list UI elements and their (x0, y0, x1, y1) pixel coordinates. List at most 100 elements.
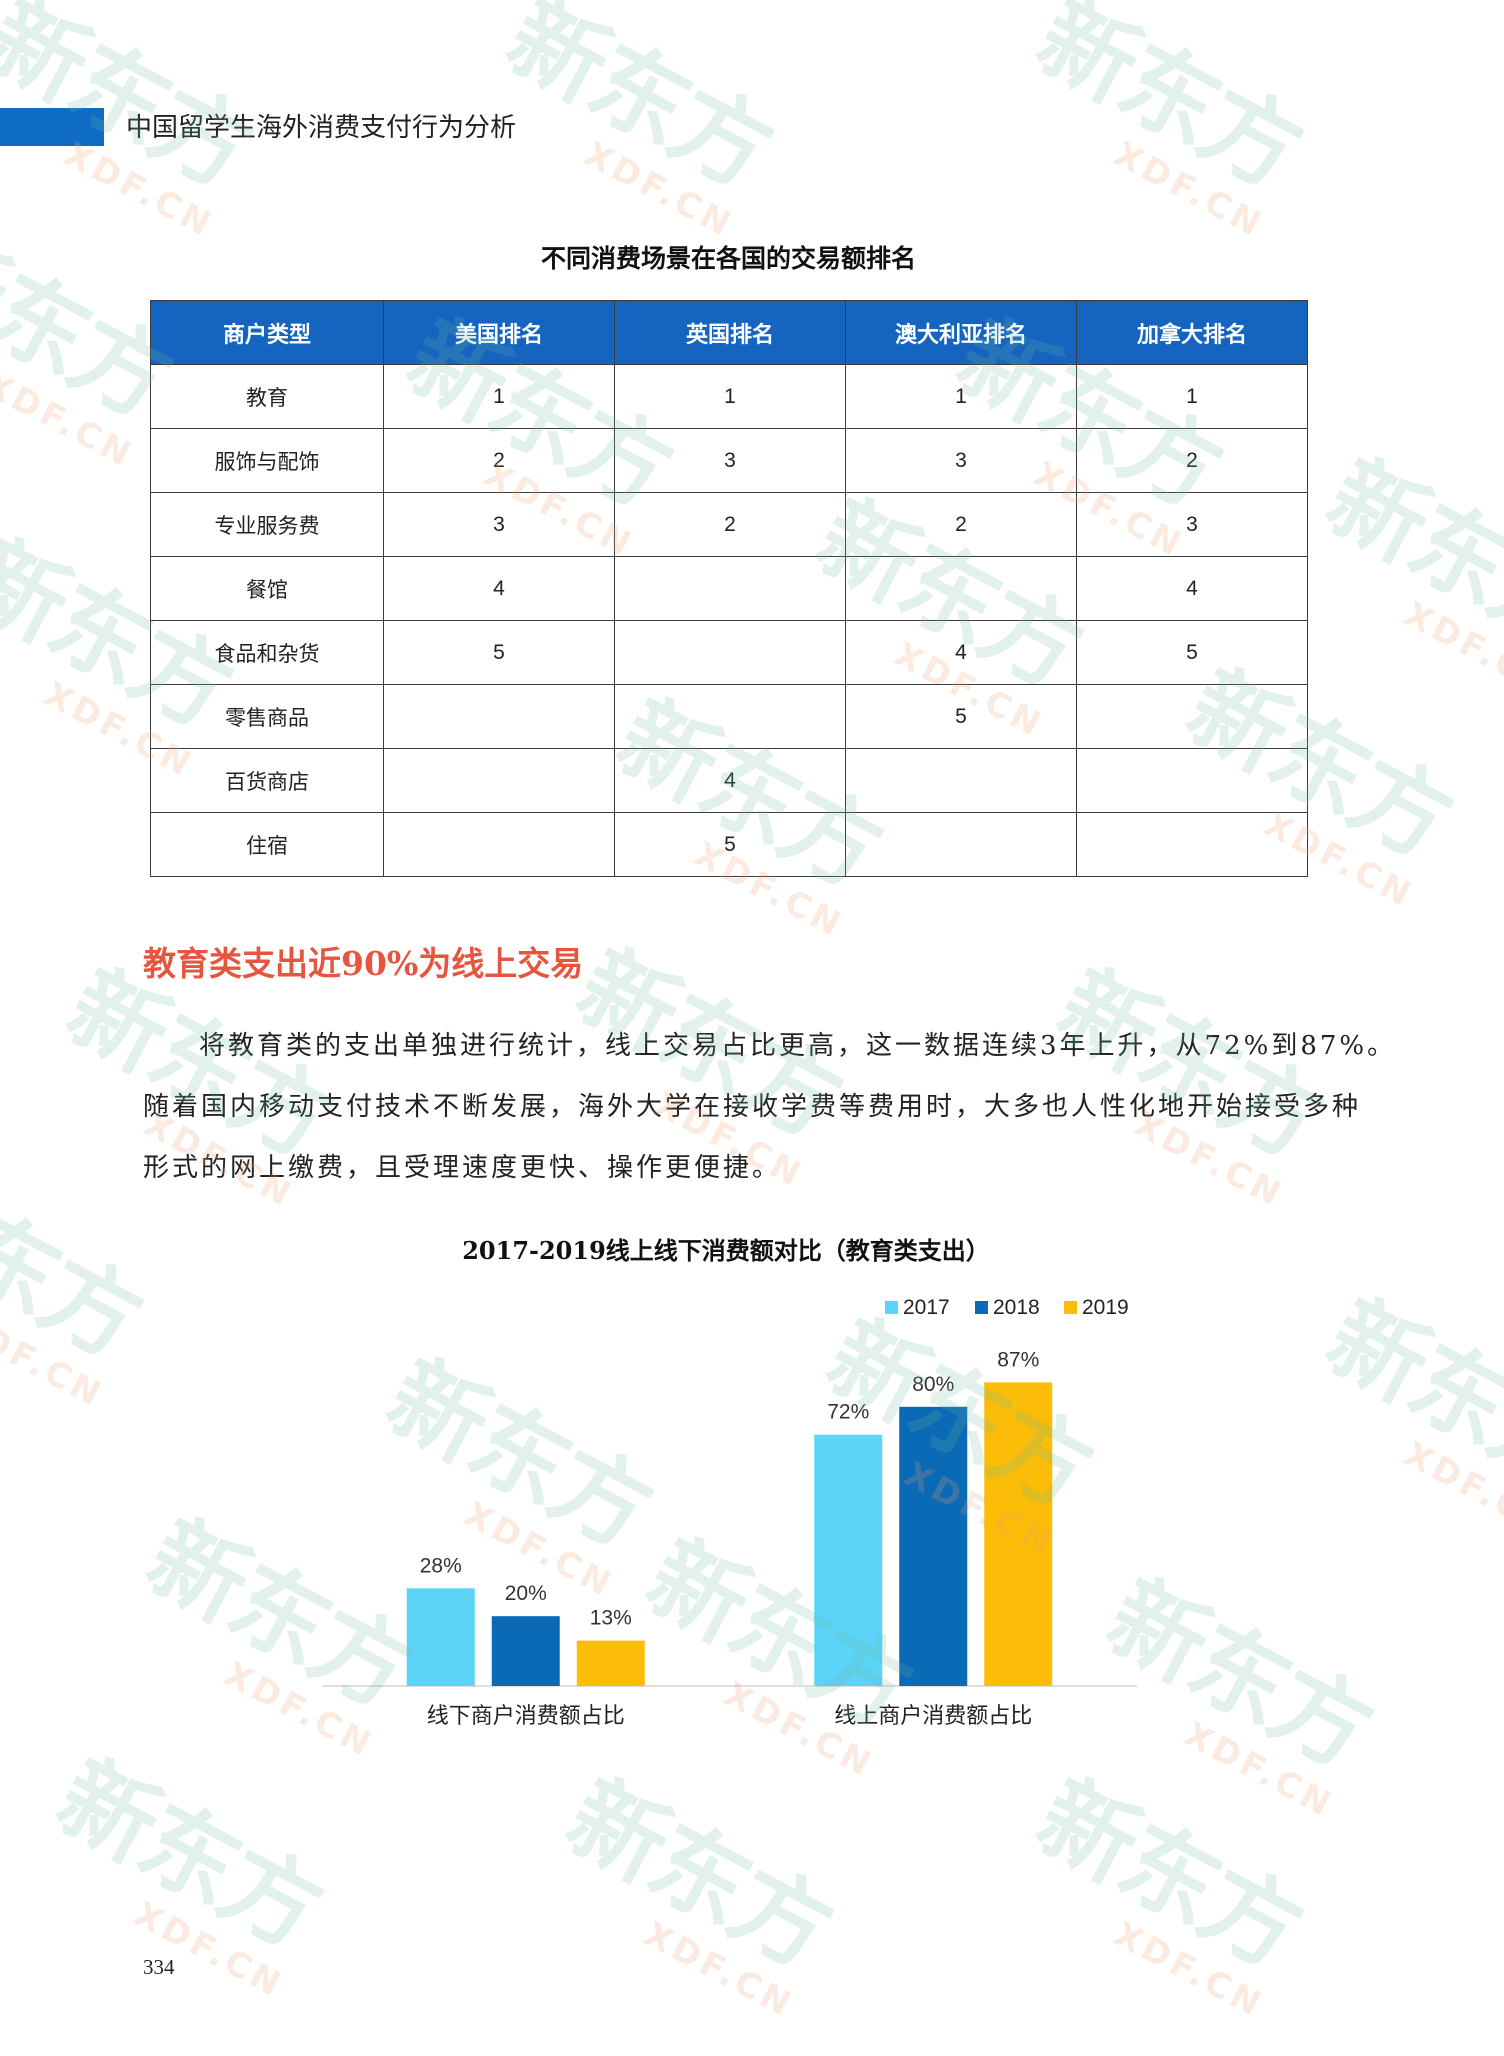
legend-label: 2019 (1082, 1296, 1129, 1319)
watermark-logo: 新东方 (1310, 439, 1504, 669)
legend-swatch (975, 1301, 988, 1314)
rank-cell: 2 (1076, 428, 1308, 493)
bar-2018-online (899, 1406, 968, 1686)
merchant-type-cell: 百货商店 (150, 748, 384, 813)
watermark: 新东方 XDF.CN (0, 1150, 248, 1480)
watermark-sub: XDF.CN (127, 1894, 291, 2007)
watermark-sub: XDF.CN (0, 1304, 111, 1417)
rank-cell (845, 748, 1077, 813)
table-row: 食品和杂货 5 4 5 (150, 620, 1308, 685)
rank-cell: 2 (845, 492, 1077, 557)
watermark-logo: 新东方 (1020, 0, 1317, 209)
bar-value-label: 13% (590, 1607, 632, 1630)
rank-cell (383, 812, 615, 877)
table-row: 教育 1 1 1 1 (150, 364, 1308, 429)
rank-cell: 5 (845, 684, 1077, 749)
watermark: 新东方 XDF.CN (12, 1739, 427, 2056)
watermark-logo: 新东方 (490, 0, 787, 209)
ranking-table: 商户类型 美国排名 英国排名 澳大利亚排名 加拿大排名 教育 1 1 1 1 服饰与配饰 2 3 3 2 专… (150, 300, 1308, 877)
legend-label: 2018 (993, 1296, 1040, 1319)
rank-cell: 4 (1076, 556, 1308, 621)
rank-cell (1076, 684, 1308, 749)
watermark: 新东方 XDF.CN (522, 1759, 937, 2056)
rank-cell: 2 (383, 428, 615, 493)
watermark-sub: XDF.CN (1107, 1914, 1271, 2027)
paragraph-line: 形式的网上缴费，且受理速度更快、操作更便捷。 (143, 1153, 782, 1183)
paragraph-line: 随着国内移动支付技术不断发展，海外大学在接收学费等费用时，大多也人性化地开始接受… (143, 1092, 1362, 1122)
rank-cell (383, 748, 615, 813)
rank-cell: 1 (383, 364, 615, 429)
legend-label: 2017 (903, 1296, 950, 1319)
table-row: 餐馆 4 4 (150, 556, 1308, 621)
ranking-table-body: 教育 1 1 1 1 服饰与配饰 2 3 3 2 专业服务费 3 2 2 3 餐馆 4 4 食品和杂货 5 4 5 零售商品… (150, 364, 1308, 877)
watermark-logo: 新东方 (1310, 1279, 1504, 1509)
table-row: 专业服务费 3 2 2 3 (150, 492, 1308, 557)
rank-cell (614, 684, 846, 749)
rank-cell (1076, 748, 1308, 813)
table-row: 住宿 5 (150, 812, 1308, 877)
bar-value-label: 72% (827, 1401, 869, 1424)
watermark-sub: XDF.CN (1397, 594, 1504, 707)
legend-swatch (885, 1301, 898, 1314)
table-header-cell: 美国排名 (383, 300, 615, 365)
running-header-title: 中国留学生海外消费支付行为分析 (126, 112, 517, 142)
chart-title: 2017-2019线上线下消费额对比（教育类支出） (462, 1236, 990, 1265)
rank-cell: 3 (383, 492, 615, 557)
watermark-logo: 新东方 (40, 1739, 337, 1969)
table-row: 服饰与配饰 2 3 3 2 (150, 428, 1308, 493)
merchant-type-cell: 食品和杂货 (150, 620, 384, 685)
table-header-cell: 商户类型 (150, 300, 384, 365)
table-row: 零售商品 5 (150, 684, 1308, 749)
rank-cell (845, 812, 1077, 877)
table-header-cell: 澳大利亚排名 (845, 300, 1077, 365)
rank-cell: 4 (845, 620, 1077, 685)
rank-cell: 4 (614, 748, 846, 813)
watermark: 新东方 XDF.CN (1282, 1279, 1504, 1610)
bar-2019-offline (576, 1640, 645, 1686)
rank-cell: 3 (1076, 492, 1308, 557)
bar-value-label: 28% (420, 1554, 462, 1577)
merchant-type-cell: 专业服务费 (150, 492, 384, 557)
category-label: 线上商户消费额占比 (834, 1703, 1032, 1728)
rank-cell: 5 (383, 620, 615, 685)
rank-cell: 5 (614, 812, 846, 877)
watermark-sub: XDF.CN (1397, 1434, 1504, 1547)
watermark-logo: 新东方 (550, 1759, 847, 1989)
page-number: 334 (143, 1955, 175, 1979)
merchant-type-cell: 教育 (150, 364, 384, 429)
table-header-cell: 加拿大排名 (1076, 300, 1308, 365)
rank-cell (614, 620, 846, 685)
rank-cell (845, 556, 1077, 621)
rank-cell: 4 (383, 556, 615, 621)
rank-cell (383, 684, 615, 749)
rank-cell: 1 (614, 364, 846, 429)
watermark: 新东方 XDF.CN (1282, 439, 1504, 770)
rank-cell (614, 556, 846, 621)
ranking-table-head: 商户类型 美国排名 英国排名 澳大利亚排名 加拿大排名 (150, 300, 1308, 365)
watermark-sub: XDF.CN (637, 1914, 801, 2027)
section-heading: 教育类支出近90%为线上交易 (143, 944, 584, 983)
rank-cell: 1 (845, 364, 1077, 429)
header-accent-bar (0, 108, 104, 146)
rank-cell: 5 (1076, 620, 1308, 685)
rank-cell (1076, 812, 1308, 877)
paragraph-line: 将教育类的支出单独进行统计，线上交易占比更高，这一数据连续3年上升，从72%到8… (199, 1031, 1397, 1061)
merchant-type-cell: 住宿 (150, 812, 384, 877)
rank-cell: 3 (614, 428, 846, 493)
rank-cell: 1 (1076, 364, 1308, 429)
bar-chart: 28% 20% 13% 线下商户消费额占比 72% 80% 87% 线上商户消费额占比 2017… (322, 1296, 1137, 1728)
bar-value-label: 80% (912, 1373, 954, 1396)
bar-2017-offline (406, 1588, 475, 1686)
category-label: 线下商户消费额占比 (427, 1703, 625, 1728)
bar-value-label: 20% (505, 1582, 547, 1605)
table-header-cell: 英国排名 (614, 300, 846, 365)
table-title: 不同消费场景在各国的交易额排名 (540, 245, 916, 273)
bar-2018-offline (491, 1616, 560, 1686)
rank-cell: 3 (845, 428, 1077, 493)
table-row: 百货商店 4 (150, 748, 1308, 813)
watermark-logo: 新东方 (1020, 1759, 1317, 1989)
rank-cell: 2 (614, 492, 846, 557)
merchant-type-cell: 零售商品 (150, 684, 384, 749)
bar-2019-online (984, 1382, 1053, 1686)
